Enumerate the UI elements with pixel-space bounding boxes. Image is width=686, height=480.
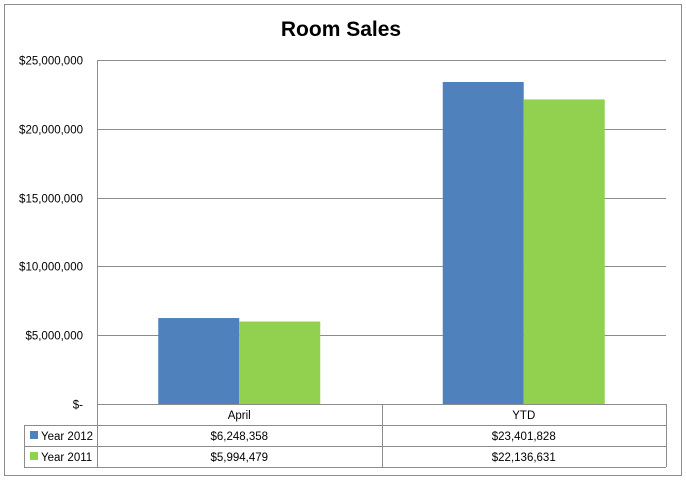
bars: [158, 81, 605, 404]
y-tick-label: $5,000,000: [25, 331, 83, 343]
bar: [158, 318, 240, 404]
category-label: April: [228, 410, 251, 422]
bar: [523, 99, 605, 404]
data-table: April YTD Year 2012 $6,248,358 $23,401,828 Ye…: [24, 404, 667, 468]
y-tick-label: $10,000,000: [19, 262, 83, 274]
y-tick-label: $25,000,000: [19, 56, 83, 68]
table-value: $22,136,631: [492, 452, 556, 464]
table-value: $5,994,479: [210, 452, 268, 464]
y-tick-label: $-: [73, 400, 83, 412]
chart-title: Room Sales: [281, 18, 401, 41]
y-axis-ticks: $- $5,000,000 $10,000,000 $15,000,000 $20,00…: [19, 56, 83, 412]
bar: [239, 321, 321, 404]
legend-swatch: [30, 431, 38, 439]
legend-label: Year 2011: [41, 452, 92, 464]
y-tick-label: $15,000,000: [19, 194, 83, 206]
table-value: $6,248,358: [210, 431, 268, 443]
y-tick-label: $20,000,000: [19, 125, 83, 137]
legend-swatch: [30, 452, 38, 460]
bar: [442, 81, 524, 404]
category-label: YTD: [512, 410, 535, 422]
legend-label: Year 2012: [41, 431, 93, 443]
table-value: $23,401,828: [492, 431, 556, 443]
